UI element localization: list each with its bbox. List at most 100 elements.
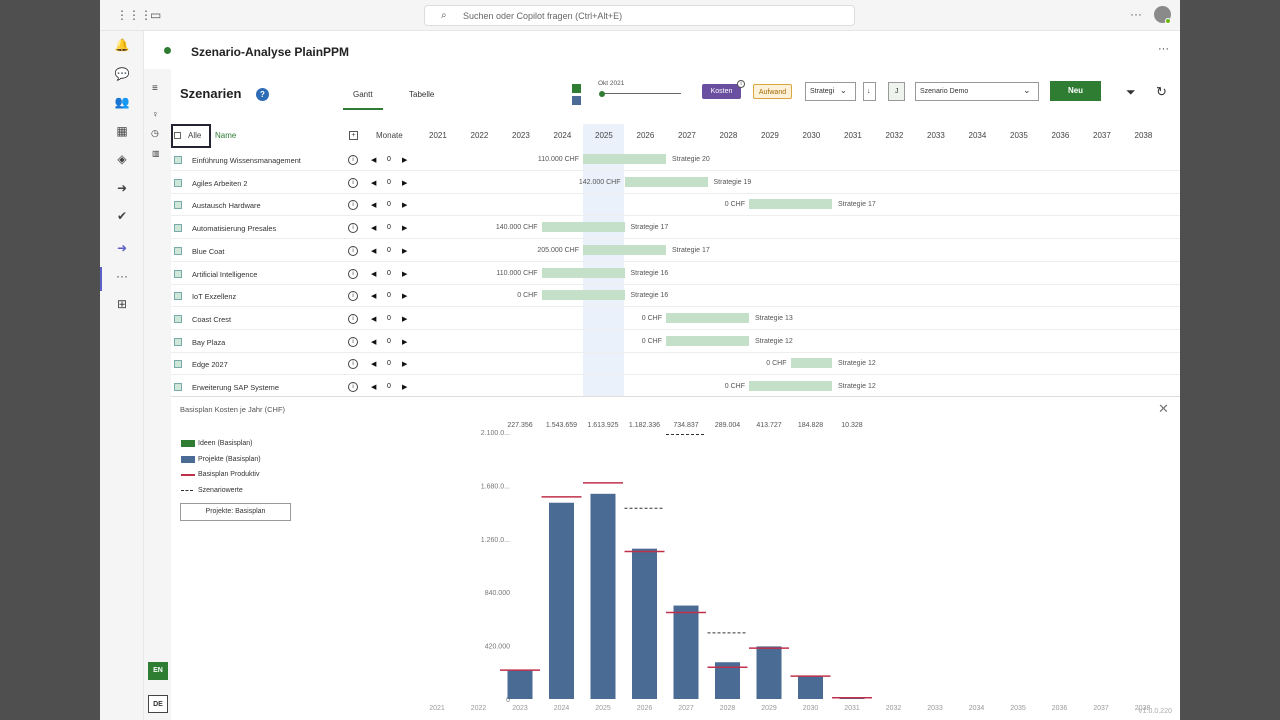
new-button[interactable]: Neu [1050,81,1101,101]
row-info-icon[interactable]: i [348,177,358,188]
tab-tabelle[interactable]: Tabelle [409,90,435,99]
tab-gantt[interactable]: Gantt [353,90,373,99]
row-increase-icon[interactable]: ▶ [402,270,408,278]
row-increase-icon[interactable]: ▶ [402,157,408,164]
row-decrease-icon[interactable]: ◀ [371,202,377,210]
filter-icon[interactable]: ⏷ [1126,85,1136,99]
row-decrease-icon[interactable]: ◀ [371,270,377,278]
plainppm-app-icon[interactable]: ➜ [116,241,128,255]
help-icon[interactable]: ? [256,88,269,101]
aufwand-toggle[interactable]: Aufwand [753,84,792,99]
row-info-icon[interactable]: i [348,155,358,165]
row-increase-icon[interactable]: ▶ [402,384,408,391]
row-checkbox[interactable] [174,246,182,255]
year-button[interactable]: J [888,82,905,101]
row-decrease-icon[interactable]: ◀ [371,225,377,233]
scenario-icon[interactable]: ◷ [151,128,159,138]
bell-icon[interactable]: 🔔 [114,38,130,52]
planner-icon[interactable]: ✔ [116,209,128,223]
row-checkbox[interactable] [174,156,182,164]
teams-icon[interactable]: 👥 [114,95,130,109]
row-info-icon[interactable]: i [348,268,358,279]
row-checkbox[interactable] [174,360,182,369]
lang-en-button[interactable]: EN [148,662,168,680]
row-info-icon[interactable]: i [348,200,358,211]
search-input[interactable]: ⌕ Suchen oder Copilot fragen (Ctrl+Alt+E… [424,5,855,26]
gantt-bar[interactable] [583,154,666,164]
add-app-icon[interactable]: ⊞ [116,297,128,311]
row-increase-icon[interactable]: ▶ [402,225,408,233]
gantt-bar[interactable] [749,381,832,391]
row-increase-icon[interactable]: ▶ [402,247,408,255]
row-info-icon[interactable]: i [348,223,358,234]
row-info-icon[interactable]: i [348,245,358,256]
app-launcher-icon[interactable]: ⋮⋮⋮ [116,8,152,22]
gantt-bar[interactable] [666,335,749,346]
row-decrease-icon[interactable]: ◀ [371,338,377,346]
row-checkbox[interactable] [174,383,182,391]
name-header[interactable]: Name [215,131,237,140]
row-increase-icon[interactable]: ▶ [402,293,408,301]
row-decrease-icon[interactable]: ◀ [371,361,377,369]
sort-button[interactable]: ↓ [863,82,876,101]
gantt-bar[interactable] [749,199,832,210]
gantt-bar[interactable] [541,267,625,278]
row-decrease-icon[interactable]: ◀ [371,384,377,391]
select-all-checkbox[interactable] [174,132,181,139]
row-info-icon[interactable]: i [348,336,358,347]
row-increase-icon[interactable]: ▶ [402,338,408,346]
close-icon[interactable]: ✕ [1158,401,1169,416]
calendar-icon[interactable]: ▦ [116,124,128,138]
gantt-bar[interactable] [624,176,708,187]
row-checkbox[interactable] [174,201,182,210]
select-all-cell[interactable] [171,124,211,148]
gantt-bar[interactable] [666,312,749,323]
gantt-bar[interactable] [583,244,666,255]
row-increase-icon[interactable]: ▶ [402,361,408,369]
row-info-icon[interactable]: i [348,291,358,302]
chart-icon[interactable]: ▥ [152,149,160,158]
chat-icon[interactable]: 💬 [114,67,130,81]
calls-icon[interactable]: ◈ [117,152,127,166]
row-checkbox[interactable] [174,314,182,323]
row-increase-icon[interactable]: ▶ [402,202,408,210]
row-checkbox[interactable] [174,337,182,346]
row-decrease-icon[interactable]: ◀ [371,179,377,187]
date-slider-handle[interactable] [599,91,605,97]
row-decrease-icon[interactable]: ◀ [371,247,377,255]
row-checkbox[interactable] [174,178,182,187]
row-decrease-icon[interactable]: ◀ [371,157,377,164]
row-decrease-icon[interactable]: ◀ [371,315,377,323]
expand-button[interactable]: + [349,131,358,140]
gantt-bar[interactable] [541,290,625,301]
row-increase-icon[interactable]: ▶ [402,315,408,323]
projects-basisplan-button[interactable]: Projekte: Basisplan [180,503,291,521]
row-info-icon[interactable]: i [348,359,358,370]
gantt-bar[interactable] [541,222,625,233]
gantt-bar[interactable] [790,358,832,369]
more-icon[interactable]: ··· [1130,7,1142,21]
ideas-toggle-icon[interactable] [572,84,581,93]
date-slider-label: Okt 2021 [598,80,625,87]
projects-toggle-icon[interactable] [572,96,581,105]
row-decrease-icon[interactable]: ◀ [371,293,377,301]
row-increase-icon[interactable]: ▶ [402,179,408,187]
row-checkbox[interactable] [174,292,182,301]
lang-de-button[interactable]: DE [148,695,168,713]
row-checkbox[interactable] [174,269,182,278]
row-checkbox[interactable] [174,224,182,233]
scenario-select[interactable]: Szenario Demo [915,82,1039,101]
app-more-icon[interactable]: ··· [1158,43,1169,55]
row-info-icon[interactable]: i [348,313,358,324]
menu-icon[interactable]: ≡ [152,83,158,94]
more-apps-icon[interactable]: ··· [116,269,128,283]
arrow-circle-icon[interactable]: ➜ [116,181,128,195]
refresh-icon[interactable]: ↻ [1156,84,1167,99]
row-info-icon[interactable]: i [348,382,358,392]
strategy-select[interactable]: Strategi [805,82,856,101]
lightbulb-icon[interactable]: ♀ [152,109,159,119]
kosten-info-icon[interactable]: i [737,80,745,88]
date-slider-track[interactable] [601,93,681,94]
sidebar-toggle-icon[interactable]: ▭ [150,8,162,22]
kosten-toggle[interactable]: Kosten [702,84,741,99]
